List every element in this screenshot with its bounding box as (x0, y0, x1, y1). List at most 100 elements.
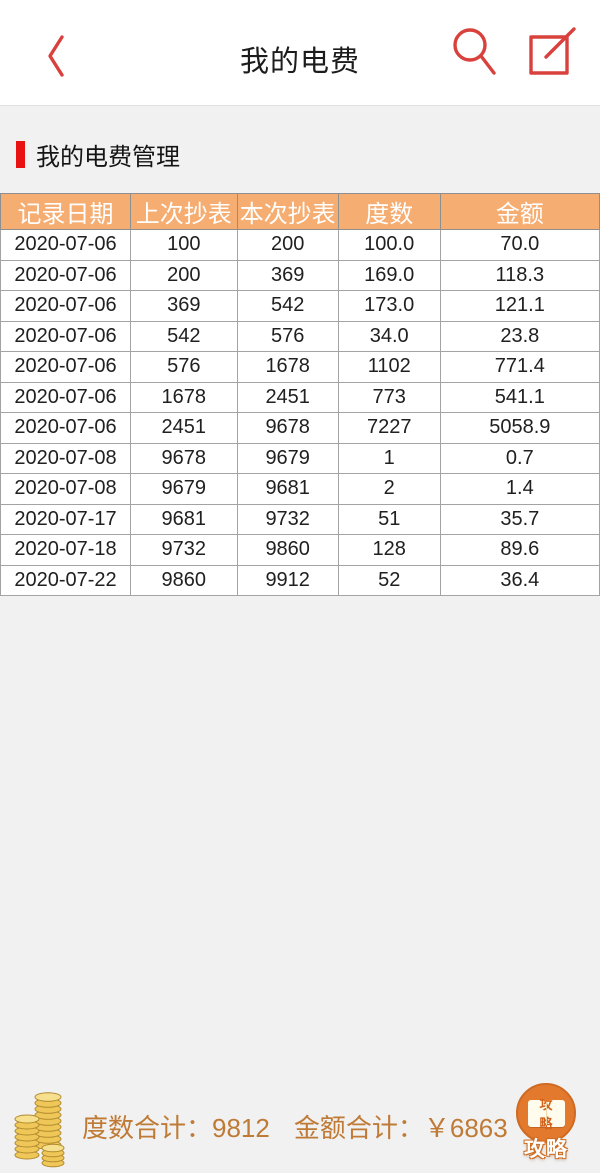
column-header: 度数 (337, 193, 441, 230)
table-cell: 1678 (236, 351, 339, 383)
table-cell: 0.7 (439, 442, 600, 474)
amount-total-value: ￥6863 (423, 1112, 508, 1143)
table-row: 2020-07-06 542 576 34.0 23.8 (0, 320, 600, 352)
table-body: 2020-07-06 100 200 100.0 70.0 2020-07-06 200 36… (0, 229, 600, 596)
table-cell: 9860 (129, 564, 238, 596)
table-cell: 9732 (236, 503, 339, 535)
table-cell: 576 (129, 351, 238, 383)
table-cell: 9681 (129, 503, 238, 535)
table-cell: 36.4 (439, 564, 600, 596)
table-cell: 2020-07-06 (0, 229, 131, 261)
guide-badge-button[interactable]: 攻略 攻略 (512, 1083, 580, 1163)
compose-button[interactable] (526, 22, 578, 80)
table-cell: 2020-07-06 (0, 290, 131, 322)
degrees-total-label: 度数合计： (82, 1112, 213, 1143)
table-cell: 70.0 (439, 229, 600, 261)
table-row: 2020-07-06 576 1678 1102 771.4 (0, 351, 600, 383)
table-row: 2020-07-17 9681 9732 51 35.7 (0, 503, 600, 535)
table-cell: 9678 (236, 412, 339, 444)
table-cell: 52 (337, 564, 441, 596)
table-cell: 1678 (129, 381, 238, 413)
table-cell: 128 (337, 534, 441, 566)
table-cell: 9681 (236, 473, 339, 505)
table-cell: 2020-07-06 (0, 351, 131, 383)
table-cell: 576 (236, 320, 339, 352)
table-cell: 2 (337, 473, 441, 505)
table-cell: 200 (129, 259, 238, 291)
table-cell: 173.0 (337, 290, 441, 322)
table-cell: 1102 (337, 351, 441, 383)
table-row: 2020-07-06 1678 2451 773 541.1 (0, 381, 600, 413)
chevron-left-icon (48, 34, 64, 77)
guide-badge-circle: 攻略 (516, 1083, 576, 1143)
table-row: 2020-07-22 9860 9912 52 36.4 (0, 564, 600, 596)
table-cell: 542 (129, 320, 238, 352)
table-cell: 773 (337, 381, 441, 413)
section-heading: 我的电费管理 (16, 137, 180, 172)
table-cell: 2020-07-17 (0, 503, 131, 535)
table-cell: 542 (236, 290, 339, 322)
table-cell: 369 (129, 290, 238, 322)
table-cell: 1 (337, 442, 441, 474)
search-icon (453, 28, 496, 75)
table-cell: 9860 (236, 534, 339, 566)
column-header: 本次抄表 (236, 193, 339, 230)
table-cell: 35.7 (439, 503, 600, 535)
table-cell: 771.4 (439, 351, 600, 383)
table-row: 2020-07-18 9732 9860 128 89.6 (0, 534, 600, 566)
column-header: 记录日期 (0, 193, 131, 230)
table-cell: 2020-07-06 (0, 320, 131, 352)
table-cell: 118.3 (439, 259, 600, 291)
table-cell: 2020-07-06 (0, 259, 131, 291)
table-cell: 2020-07-06 (0, 412, 131, 444)
table-cell: 2020-07-22 (0, 564, 131, 596)
records-table: 记录日期 上次抄表 本次抄表 度数 金额 2020-07-06 100 200 100.0 70… (0, 193, 600, 596)
compose-icon (529, 27, 576, 75)
summary-bar: 度数合计：9812 金额合计：￥6863 攻略 攻略 (0, 1079, 600, 1173)
totals-text: 度数合计：9812 金额合计：￥6863 (82, 1108, 508, 1145)
table-cell: 2451 (129, 412, 238, 444)
table-row: 2020-07-08 9679 9681 2 1.4 (0, 473, 600, 505)
table-cell: 9732 (129, 534, 238, 566)
book-text: 攻略 (539, 1097, 557, 1131)
column-header: 上次抄表 (129, 193, 238, 230)
degrees-total-value: 9812 (212, 1112, 270, 1143)
open-book-icon: 攻略 (527, 1096, 565, 1131)
table-cell: 23.8 (439, 320, 600, 352)
table-row: 2020-07-06 369 542 173.0 121.1 (0, 290, 600, 322)
table-row: 2020-07-08 9678 9679 1 0.7 (0, 442, 600, 474)
nav-bar: 我的电费 (0, 0, 600, 106)
search-button[interactable] (448, 22, 500, 80)
table-cell: 100 (129, 229, 238, 261)
table-cell: 51 (337, 503, 441, 535)
table-cell: 5058.9 (439, 412, 600, 444)
table-cell: 2451 (236, 381, 339, 413)
table-cell: 200 (236, 229, 339, 261)
table-header-row: 记录日期 上次抄表 本次抄表 度数 金额 (0, 193, 600, 230)
column-header: 金额 (439, 193, 600, 230)
table-cell: 9912 (236, 564, 339, 596)
table-cell: 34.0 (337, 320, 441, 352)
table-cell: 9678 (129, 442, 238, 474)
section-marker (16, 141, 25, 168)
table-cell: 369 (236, 259, 339, 291)
table-cell: 121.1 (439, 290, 600, 322)
table-cell: 100.0 (337, 229, 441, 261)
nav-actions (448, 22, 578, 80)
guide-badge-label: 攻略 (524, 1138, 568, 1161)
table-cell: 1.4 (439, 473, 600, 505)
table-cell: 89.6 (439, 534, 600, 566)
table-row: 2020-07-06 100 200 100.0 70.0 (0, 229, 600, 261)
back-button[interactable] (36, 32, 76, 82)
table-cell: 9679 (129, 473, 238, 505)
table-cell: 7227 (337, 412, 441, 444)
page-title: 我的电费 (239, 46, 360, 78)
amount-total-label: 金额合计： (293, 1112, 424, 1143)
table-cell: 2020-07-08 (0, 442, 131, 474)
table-cell: 541.1 (439, 381, 600, 413)
coins-icon (14, 1092, 65, 1168)
table-cell: 2020-07-08 (0, 473, 131, 505)
table-row: 2020-07-06 200 369 169.0 118.3 (0, 259, 600, 291)
table-cell: 2020-07-06 (0, 381, 131, 413)
